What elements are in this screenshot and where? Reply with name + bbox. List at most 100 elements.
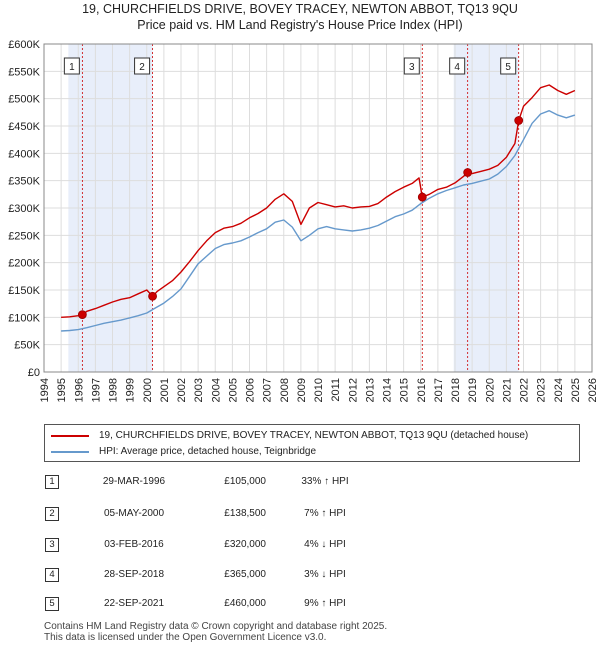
transaction-number: 5: [45, 597, 59, 611]
y-tick-label: £500K: [8, 94, 40, 106]
x-tick-label: 2016: [416, 378, 428, 402]
x-tick-label: 1998: [108, 378, 120, 402]
x-tick-label: 2001: [159, 378, 171, 402]
sale-number-label: 3: [409, 62, 415, 73]
x-tick-label: 2008: [279, 378, 291, 402]
transaction-hpi-diff: 3% ↓ HPI: [304, 569, 346, 580]
sale-number-box: [500, 57, 517, 75]
legend-line-hpi: [51, 450, 89, 453]
sale-number-label: 4: [454, 62, 460, 73]
sale-point: [77, 310, 87, 320]
x-tick-label: 2024: [553, 378, 565, 402]
sale-number-label: 5: [505, 62, 511, 73]
legend-item-property: 19, CHURCHFIELDS DRIVE, BOVEY TRACEY, NE…: [51, 430, 528, 441]
chart-title-address: 19, CHURCHFIELDS DRIVE, BOVEY TRACEY, NE…: [82, 2, 518, 16]
y-tick-label: £250K: [8, 230, 40, 242]
transaction-price: £365,000: [224, 569, 266, 580]
footer-attribution: Contains HM Land Registry data © Crown c…: [44, 621, 387, 643]
transaction-date: 29-MAR-1996: [102, 476, 166, 487]
chart-subtitle: Price paid vs. HM Land Registry's House …: [137, 18, 463, 32]
transaction-date: 05-MAY-2000: [103, 508, 165, 519]
y-tick-label: £150K: [8, 285, 40, 297]
x-tick-label: 2023: [536, 378, 548, 402]
transaction-price: £320,000: [224, 539, 266, 550]
y-tick-label: £350K: [8, 176, 40, 188]
x-tick-label: 1996: [73, 378, 85, 402]
chart-series: [61, 84, 576, 332]
legend-item-hpi: HPI: Average price, detached house, Teig…: [51, 446, 316, 457]
legend-label-property: 19, CHURCHFIELDS DRIVE, BOVEY TRACEY, NE…: [99, 430, 529, 441]
sale-number-box: [449, 57, 466, 75]
x-tick-label: 2020: [484, 378, 496, 402]
x-tick-label: 2021: [501, 378, 513, 402]
x-tick-label: 2014: [382, 378, 394, 402]
transaction-hpi-diff: 7% ↑ HPI: [304, 508, 346, 519]
x-tick-label: 2010: [313, 378, 325, 402]
transaction-price: £460,000: [224, 598, 266, 609]
sale-number-markers: 1 2 3 4 5: [63, 57, 517, 75]
x-tick-label: 2012: [347, 378, 359, 402]
sale-point: [417, 192, 427, 202]
x-tick-label: 1994: [39, 378, 51, 402]
x-tick-label: 2026: [587, 378, 599, 402]
y-tick-label: £450K: [8, 121, 40, 133]
x-tick-label: 2005: [227, 378, 239, 402]
legend-label-hpi: HPI: Average price, detached house, Teig…: [99, 446, 317, 457]
transaction-number: 1: [45, 475, 59, 489]
y-tick-label: £200K: [8, 258, 40, 270]
x-tick-label: 2022: [519, 378, 531, 402]
footer-copyright: Contains HM Land Registry data © Crown c…: [44, 621, 388, 632]
x-tick-label: 2019: [467, 378, 479, 402]
transaction-date: 22-SEP-2021: [103, 598, 165, 609]
plot-border: [43, 43, 593, 373]
y-axis-ticks: £0 £50K £100K £150K £200K £250K £300K £350K £400…: [8, 39, 40, 379]
x-tick-label: 1995: [56, 378, 68, 402]
transaction-date: 03-FEB-2016: [104, 539, 164, 550]
y-tick-label: £50K: [14, 340, 40, 352]
x-tick-label: 2004: [210, 378, 222, 402]
y-tick-label: £400K: [8, 148, 40, 160]
x-tick-label: 2009: [296, 378, 308, 402]
sale-number-box: [134, 57, 151, 75]
y-tick-label: £600K: [8, 39, 40, 51]
sale-point: [148, 291, 157, 301]
transaction-number: 4: [45, 568, 59, 582]
x-tick-label: 2003: [193, 378, 205, 402]
property-price-line: [61, 84, 576, 318]
transaction-number: 3: [45, 538, 59, 552]
x-tick-label: 1999: [125, 378, 137, 402]
sale-point: [514, 116, 524, 125]
transaction-hpi-diff: 4% ↓ HPI: [304, 539, 346, 550]
footer-licence: This data is licensed under the Open Gov…: [44, 632, 327, 643]
x-tick-label: 2013: [364, 378, 376, 402]
transaction-hpi-diff: 9% ↑ HPI: [304, 598, 346, 609]
x-tick-label: 2007: [262, 378, 274, 402]
sale-marker-lines: [81, 44, 520, 372]
sale-point: [463, 168, 473, 177]
transaction-date: 28-SEP-2018: [103, 569, 165, 580]
y-tick-label: £0: [28, 367, 40, 379]
sale-number-box: [403, 57, 420, 75]
x-tick-label: 2017: [433, 378, 445, 402]
legend-line-property: [51, 434, 89, 437]
x-tick-label: 2006: [245, 378, 257, 402]
transaction-hpi-diff: 33% ↑ HPI: [301, 476, 349, 487]
sale-number-box: [63, 57, 80, 75]
x-tick-label: 2002: [176, 378, 188, 402]
sale-number-label: 1: [69, 62, 75, 73]
x-tick-label: 2011: [330, 378, 342, 402]
y-tick-label: £300K: [8, 203, 40, 215]
sale-number-label: 2: [139, 62, 145, 73]
x-tick-label: 2018: [450, 378, 462, 402]
x-tick-label: 2000: [142, 378, 154, 402]
x-tick-label: 2025: [570, 378, 582, 402]
sale-points: [77, 116, 524, 320]
price-chart: 1 2 3 4 5 £0 £50K £100K £150K £200K £250K £300K £35…: [8, 39, 599, 402]
transaction-number: 2: [45, 507, 59, 521]
chart-legend: 19, CHURCHFIELDS DRIVE, BOVEY TRACEY, NE…: [44, 424, 580, 462]
x-axis-ticks: 1994 1995 1996 1997 1998 1999 2000 2001 2002 2003…: [39, 378, 599, 402]
hpi-line: [61, 109, 576, 332]
x-tick-label: 1997: [90, 378, 102, 402]
x-tick-label: 2015: [399, 378, 411, 402]
transaction-price: £105,000: [224, 476, 266, 487]
